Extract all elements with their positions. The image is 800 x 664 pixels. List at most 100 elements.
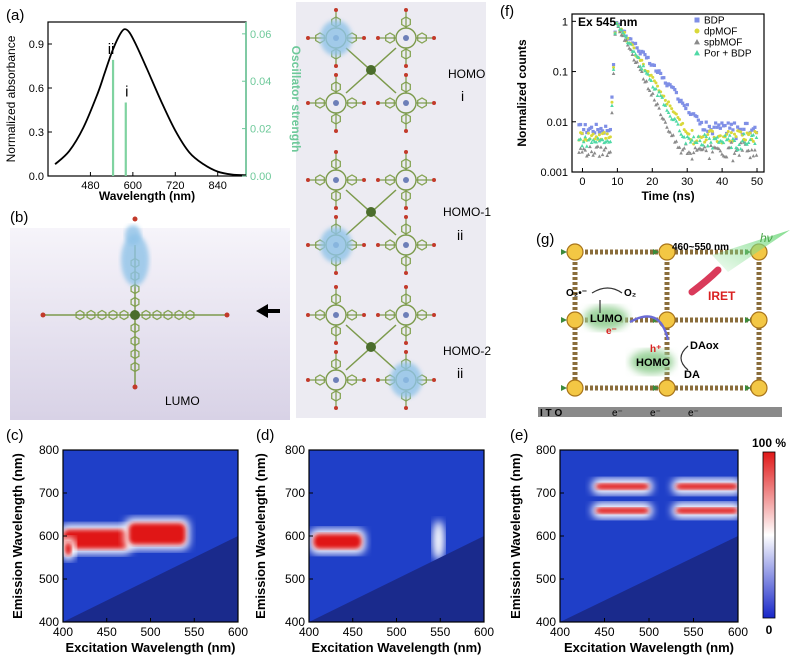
oxygen-atom: [362, 243, 366, 247]
da-arrow: [680, 345, 689, 371]
y-tick-label: 500: [39, 572, 59, 586]
data-point: [599, 126, 603, 131]
data-point: [633, 52, 638, 56]
data-point: [577, 150, 581, 154]
ring-shape: [141, 309, 151, 321]
x-tick-label: 840: [209, 180, 227, 192]
y-tick-label: 0.1: [553, 67, 568, 79]
data-point: [597, 154, 602, 158]
x-tick-label: 600: [474, 625, 494, 639]
data-point: [654, 102, 658, 107]
oxygen-atom: [306, 36, 310, 40]
data-point: [751, 139, 755, 143]
framework-node: [750, 311, 768, 329]
data-point: [733, 132, 737, 136]
data-point: [732, 151, 737, 155]
data-point: [734, 135, 738, 139]
y-axis-label: Normalized absorbance: [4, 35, 18, 162]
data-point: [611, 71, 616, 76]
lumo-glow: [584, 306, 628, 330]
data-point: [600, 152, 605, 157]
ring-shape: [385, 32, 395, 44]
data-point: [739, 127, 743, 131]
data-point: [742, 131, 746, 136]
data-point: [674, 90, 678, 95]
data-point: [649, 78, 654, 83]
data-point: [748, 155, 753, 160]
x-tick-label: 400: [53, 625, 73, 639]
data-point: [665, 108, 669, 112]
data-point: [707, 136, 712, 140]
framework-node: [658, 379, 676, 397]
panel-f-decay-chart: 0 10 20 30 40 50 0.001 0.01 0.1 1 Time (ns) Normali…: [515, 13, 765, 203]
data-point: [605, 153, 610, 157]
data-point: [594, 135, 598, 139]
homo-label: HOMO: [636, 357, 671, 369]
oxygen-atom: [132, 216, 138, 222]
data-point: [696, 118, 700, 122]
emission-spot: [432, 520, 445, 561]
y-tick-label: 700: [285, 486, 305, 500]
hole-label: h⁺: [650, 344, 661, 355]
data-point: [690, 157, 694, 161]
y-tick-label: 0.3: [29, 127, 44, 139]
data-point: [710, 149, 715, 154]
x-tick-label: 30: [681, 176, 693, 188]
x-axis-label: Excitation Wavelength (nm): [312, 640, 482, 655]
heatmap-area: [309, 450, 484, 622]
framework-decoration: [653, 385, 659, 391]
x-tick-label: 550: [430, 625, 450, 639]
data-point: [690, 138, 694, 142]
emission-peak: [675, 507, 738, 514]
data-point: [727, 133, 732, 137]
data-point: [681, 101, 685, 105]
oxygen-atom: [432, 243, 436, 247]
data-point: [641, 63, 646, 68]
data-point: [753, 125, 757, 129]
data-point: [580, 143, 584, 148]
data-point: [729, 131, 733, 135]
data-point: [738, 140, 743, 145]
data-point: [602, 148, 606, 152]
data-point: [729, 140, 734, 144]
orbital-density: [320, 20, 352, 56]
data-point: [618, 22, 622, 26]
data-point: [638, 52, 642, 56]
data-point: [589, 140, 594, 145]
data-point: [589, 125, 594, 129]
data-point: [676, 115, 680, 119]
data-point: [625, 43, 630, 47]
y-tick-label: 500: [285, 572, 305, 586]
ring-shape: [385, 239, 395, 251]
data-point: [718, 126, 722, 130]
data-point: [684, 106, 688, 111]
oxygen-atom: [404, 73, 408, 77]
data-point: [666, 110, 671, 115]
oxygen-atom: [376, 243, 380, 247]
emission-peak: [63, 529, 129, 549]
oxygen-atom: [334, 206, 338, 210]
oxygen-atom: [40, 312, 46, 318]
data-point: [578, 122, 583, 127]
x-axis-label: Excitation Wavelength (nm): [66, 640, 236, 655]
data-point: [644, 79, 649, 83]
data-point: [687, 136, 691, 140]
ring-shape: [347, 174, 357, 186]
data-point: [753, 148, 757, 152]
metal-center: [333, 177, 339, 183]
data-point: [693, 145, 698, 150]
data-point: [679, 98, 683, 102]
x-tick-label: 50: [751, 176, 763, 188]
iret-arrow: [688, 266, 722, 296]
data-point: [578, 137, 583, 141]
legend-marker: [694, 39, 700, 45]
panel-label-b: (b): [10, 209, 28, 226]
data-point: [703, 140, 707, 144]
data-point: [668, 130, 672, 134]
y2-axis-label: Oscillator strength: [289, 46, 303, 153]
o2-radical-label: O₂•⁻: [566, 288, 587, 299]
data-point: [665, 125, 669, 129]
data-point: [751, 132, 756, 137]
data-point: [591, 138, 595, 142]
data-point: [581, 146, 586, 151]
